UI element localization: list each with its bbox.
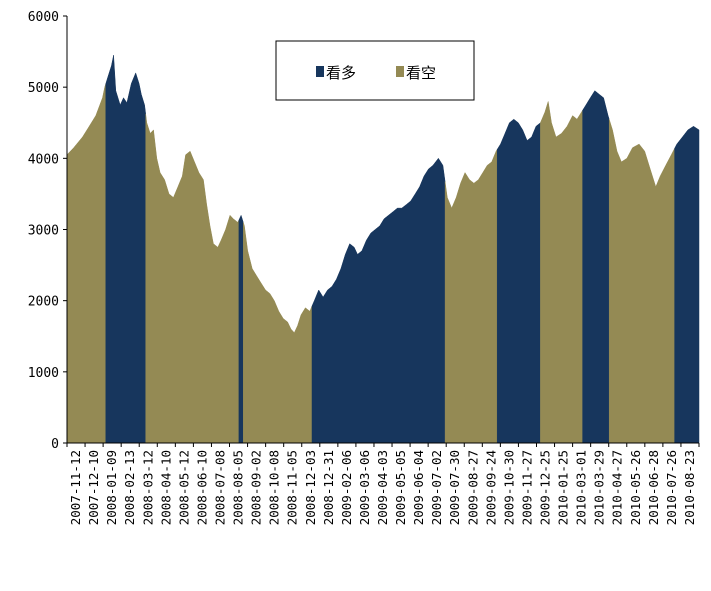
plot-areas	[66, 55, 700, 444]
y-tick-label: 4000	[28, 152, 59, 167]
legend-label-bull: 看多	[326, 64, 356, 82]
legend-label-bear: 看空	[406, 64, 436, 82]
area-region-5	[311, 157, 446, 444]
x-tick-label: 2008-05-12	[176, 450, 191, 525]
legend: 看多 看空	[275, 40, 475, 101]
y-axis-ticks: 0 1000 2000 3000 4000 5000 6000	[28, 10, 59, 452]
x-tick-label: 2008-11-05	[285, 450, 300, 525]
legend-box	[275, 40, 475, 101]
x-tick-label: 2010-05-26	[628, 450, 643, 525]
x-tick-label: 2009-09-24	[483, 450, 498, 525]
area-region-3	[238, 214, 244, 444]
x-tick-label: 2009-02-06	[339, 450, 354, 525]
y-tick-label: 6000	[28, 10, 59, 25]
area-region-8	[540, 101, 583, 444]
area-region-6	[444, 148, 498, 444]
x-tick-label: 2007-12-10	[86, 450, 101, 525]
x-tick-label: 2009-12-25	[538, 450, 553, 525]
area-region-7	[496, 118, 541, 444]
y-tick-label: 2000	[28, 295, 59, 310]
legend-swatch-bear	[396, 66, 404, 77]
legend-swatch-bull	[316, 66, 324, 77]
x-tick-label: 2010-03-29	[592, 450, 607, 525]
area-region-11	[674, 126, 700, 444]
x-tick-label: 2010-01-25	[556, 450, 571, 525]
x-axis-ticks: 2007-11-12 2007-12-10 2008-01-09 2008-02-13…	[68, 450, 697, 525]
x-tick-label: 2010-03-01	[574, 450, 589, 525]
x-tick-label: 2010-06-28	[646, 450, 661, 525]
x-tick-label: 2008-12-31	[321, 450, 336, 525]
x-tick-label: 2008-07-08	[213, 450, 228, 525]
x-tick-label: 2009-04-03	[375, 450, 390, 525]
area-region-2	[145, 113, 240, 444]
x-tick-label: 2008-03-12	[140, 450, 155, 525]
x-tick-label: 2010-08-23	[682, 450, 697, 525]
x-tick-label: 2010-07-26	[664, 450, 679, 525]
x-tick-label: 2009-08-27	[465, 450, 480, 525]
y-tick-label: 3000	[28, 224, 59, 239]
x-tick-label: 2009-10-30	[501, 450, 516, 525]
x-tick-label: 2010-04-27	[610, 450, 625, 525]
y-tick-label: 5000	[28, 81, 59, 96]
x-tick-label: 2009-06-04	[411, 450, 426, 525]
x-tick-label: 2008-06-10	[194, 450, 209, 525]
x-tick-label: 2009-11-27	[520, 450, 535, 525]
x-tick-label: 2008-10-08	[267, 450, 282, 525]
axes	[63, 15, 700, 447]
area-region-0	[66, 83, 107, 444]
x-tick-label: 2007-11-12	[68, 450, 83, 525]
x-tick-label: 2008-04-10	[158, 450, 173, 525]
area-region-10	[608, 119, 675, 444]
x-tick-label: 2009-03-06	[357, 450, 372, 525]
x-tick-label: 2008-01-09	[104, 450, 119, 525]
x-tick-label: 2009-07-02	[429, 450, 444, 525]
area-region-1	[105, 55, 146, 444]
area-region-9	[582, 90, 610, 444]
y-tick-label: 1000	[28, 366, 59, 381]
x-tick-label: 2009-05-05	[393, 450, 408, 525]
x-tick-label: 2009-07-30	[447, 450, 462, 525]
x-tick-label: 2008-12-03	[303, 450, 318, 525]
x-tick-label: 2008-02-13	[122, 450, 137, 525]
y-tick-label: 0	[51, 437, 59, 452]
x-tick-label: 2008-09-02	[249, 450, 264, 525]
area-region-4	[243, 222, 313, 444]
x-tick-label: 2008-08-05	[231, 450, 246, 525]
